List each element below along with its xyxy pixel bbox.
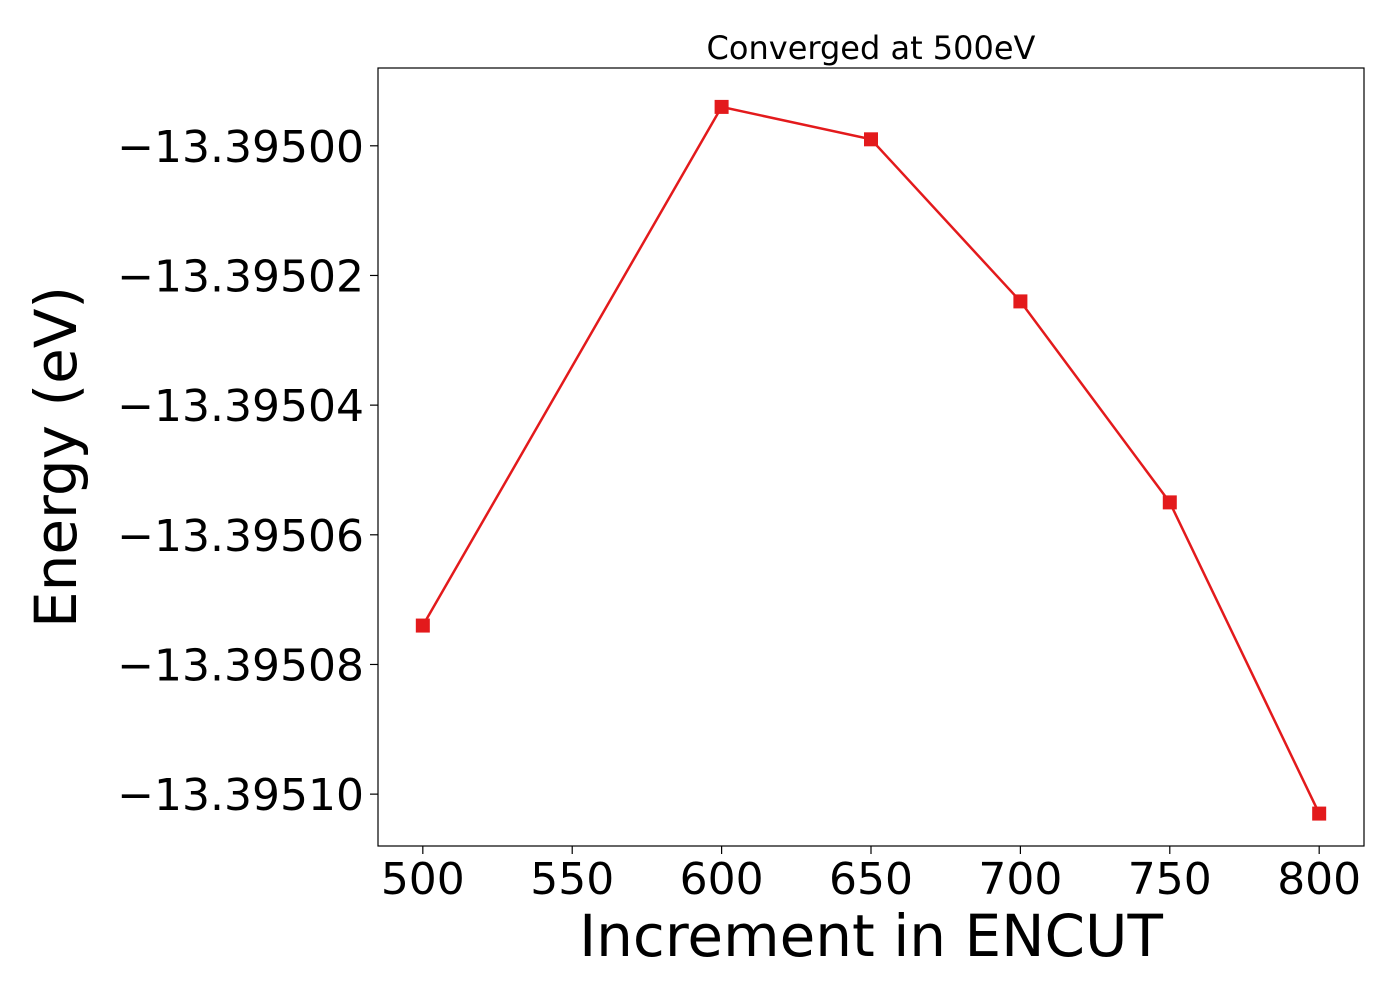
x-tick-label: 750 xyxy=(1128,854,1212,905)
data-point-marker xyxy=(864,132,878,147)
y-axis-title: Energy (eV) xyxy=(22,286,90,628)
x-tick-label: 650 xyxy=(829,854,913,905)
data-point-marker xyxy=(415,618,430,633)
data-point-marker xyxy=(1312,806,1327,821)
data-point-marker xyxy=(1162,495,1177,510)
data-point-marker xyxy=(714,99,729,114)
y-tick-label: −13.39508 xyxy=(117,640,364,691)
series-layer xyxy=(415,99,1327,821)
x-tick-label: 700 xyxy=(978,854,1062,905)
plot-area-frame xyxy=(377,67,1365,847)
y-tick-label: −13.39502 xyxy=(117,251,364,302)
data-point-marker xyxy=(1013,294,1028,309)
x-tick-label: 800 xyxy=(1277,854,1361,905)
x-axis: 500 550 600 650 700 750 800 xyxy=(381,846,1361,905)
y-tick-label: −13.39504 xyxy=(117,381,364,432)
y-tick-label: −13.39510 xyxy=(117,770,364,821)
series-line xyxy=(421,105,1321,815)
y-tick-label: −13.39506 xyxy=(117,511,364,562)
x-tick-label: 550 xyxy=(530,854,614,905)
x-axis-title: Increment in ENCUT xyxy=(579,902,1163,970)
y-tick-label: −13.39500 xyxy=(117,122,364,173)
chart-title: Converged at 500eV xyxy=(707,29,1036,67)
y-axis: −13.39510 −13.39508 −13.39506 −13.39504 −13.… xyxy=(117,122,378,821)
x-tick-label: 500 xyxy=(381,854,465,905)
x-tick-label: 600 xyxy=(680,854,764,905)
